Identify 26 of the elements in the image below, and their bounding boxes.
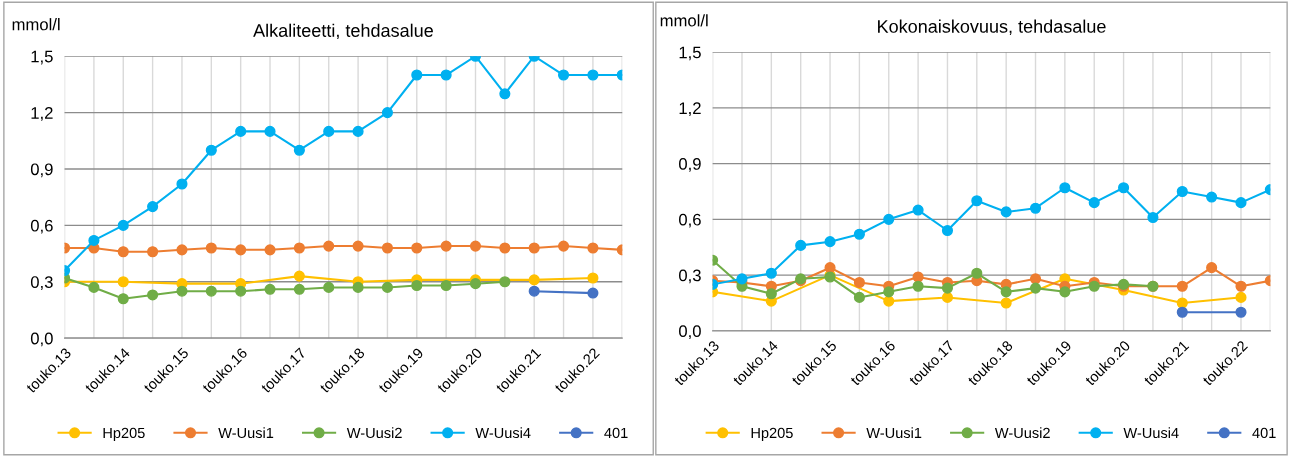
y-axis-title: mmol/l xyxy=(660,14,708,27)
legend-label: Hp205 xyxy=(103,427,145,441)
y-tick-label: 0,3 xyxy=(30,276,53,290)
y-tick-label: 0,0 xyxy=(679,325,701,340)
y-tick-label: 0,0 xyxy=(30,332,53,347)
legend-label: 401 xyxy=(604,427,628,439)
legend-label: W-Uusi4 xyxy=(475,427,531,439)
y-tick-label: 0,3 xyxy=(679,269,701,284)
y-tick-label: 1,2 xyxy=(679,102,701,117)
y-tick-label: 1,5 xyxy=(679,46,701,61)
chart-title: Alkaliteetti, tehdasalue xyxy=(253,23,433,40)
chart-title: Kokonaiskovuus, tehdasalue xyxy=(878,19,1106,35)
y-tick-label: 0,9 xyxy=(679,158,701,172)
y-axis-title: mmol/l xyxy=(12,18,60,31)
legend-label: W-Uusi4 xyxy=(1123,427,1179,439)
y-tick-label: 0,6 xyxy=(30,219,53,234)
y-tick-label: 0,9 xyxy=(30,163,53,178)
y-tick-label: 1,2 xyxy=(31,107,53,121)
legend-label: W-Uusi1 xyxy=(218,427,274,439)
legend-label: Hp205 xyxy=(751,427,793,441)
y-tick-label: 1,5 xyxy=(31,50,53,65)
y-tick-label: 0,6 xyxy=(679,213,701,228)
legend-label: W-Uusi1 xyxy=(866,427,922,439)
legend-label: 401 xyxy=(1252,427,1276,439)
legend-label: W-Uusi2 xyxy=(346,427,402,439)
legend-label: W-Uusi2 xyxy=(994,427,1050,439)
